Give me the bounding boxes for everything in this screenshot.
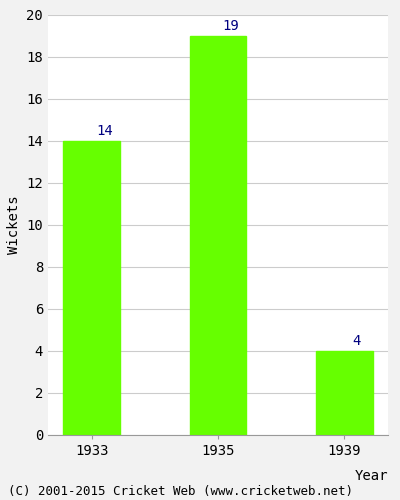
Text: 4: 4 bbox=[352, 334, 361, 348]
Bar bbox=[316, 351, 372, 435]
Bar bbox=[190, 36, 246, 435]
Y-axis label: Wickets: Wickets bbox=[7, 196, 21, 254]
Text: Year: Year bbox=[354, 468, 388, 482]
Text: 19: 19 bbox=[222, 19, 239, 33]
Text: (C) 2001-2015 Cricket Web (www.cricketweb.net): (C) 2001-2015 Cricket Web (www.cricketwe… bbox=[8, 484, 353, 498]
Bar bbox=[64, 141, 120, 435]
Text: 14: 14 bbox=[96, 124, 113, 138]
